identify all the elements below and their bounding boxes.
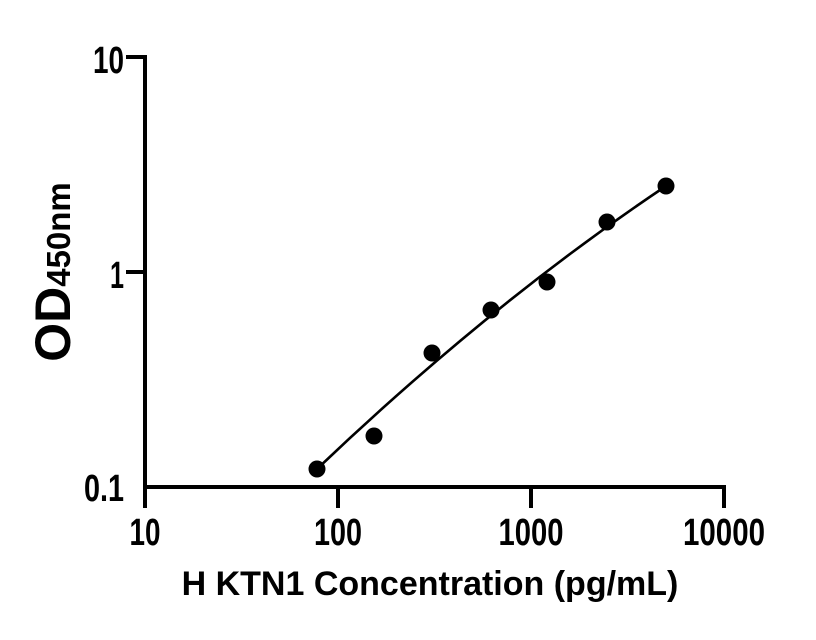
svg-text:100: 100 [314,512,362,554]
svg-text:1000: 1000 [499,512,564,554]
svg-text:H KTN1 Concentration (pg/mL): H KTN1 Concentration (pg/mL) [182,565,679,603]
svg-text:10000: 10000 [683,512,765,554]
svg-text:1: 1 [110,255,124,297]
svg-text:OD450nm: OD450nm [25,182,81,362]
svg-text:0.1: 0.1 [84,468,124,510]
svg-text:10: 10 [93,40,124,82]
svg-text:10: 10 [130,512,161,554]
